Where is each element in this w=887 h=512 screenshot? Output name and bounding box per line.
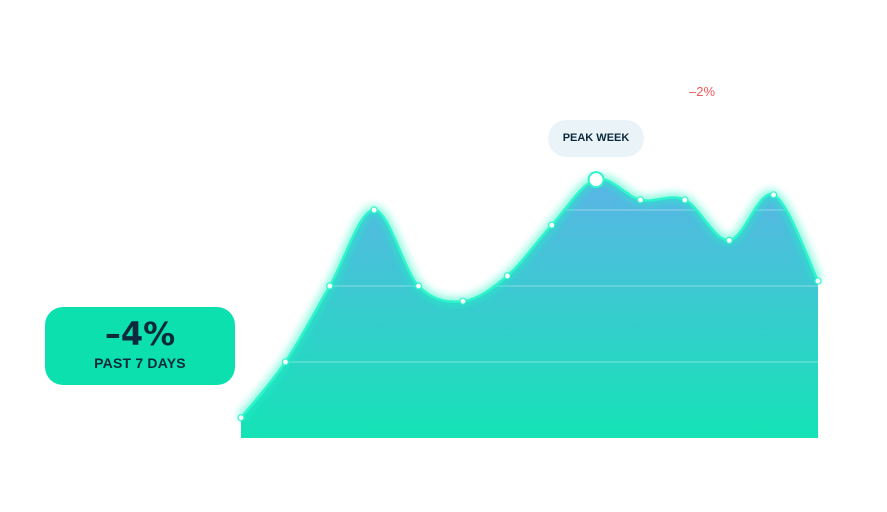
data-point [636, 196, 645, 204]
data-point [459, 297, 467, 305]
data-point [503, 272, 511, 280]
peak-week-label: PEAK WEEK [548, 120, 644, 157]
data-point [237, 414, 245, 422]
gridlines [241, 209, 818, 363]
data-point [681, 196, 689, 204]
area-fill [241, 179, 818, 439]
data-points [237, 171, 822, 422]
period-label: PAST 7 DAYS [94, 355, 186, 371]
peak-point [587, 171, 605, 189]
data-point [326, 282, 334, 290]
data-point [370, 206, 378, 214]
data-point [281, 358, 289, 366]
data-point [814, 277, 822, 285]
data-point [770, 191, 778, 199]
delta-label: –2% [689, 84, 716, 99]
data-point [725, 236, 733, 244]
data-point [414, 282, 423, 290]
summary-card: –4% PAST 7 DAYS [45, 307, 235, 385]
change-value: –4% [104, 315, 176, 353]
data-point [548, 221, 556, 229]
